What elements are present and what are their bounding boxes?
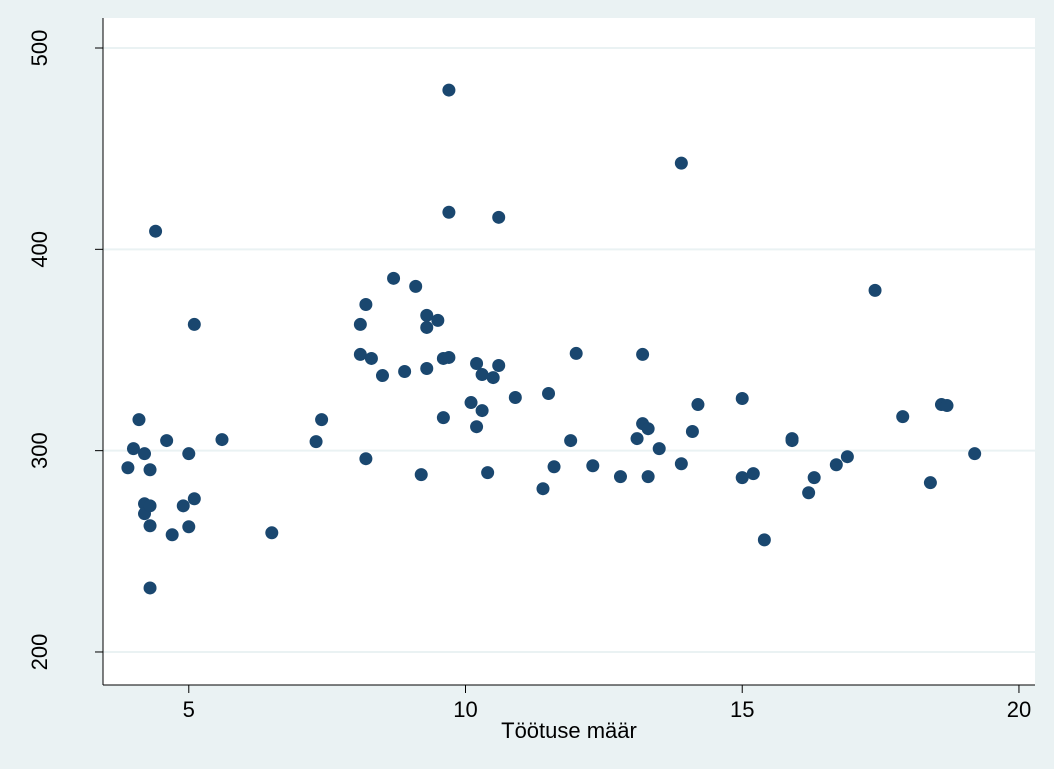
point xyxy=(353,317,367,331)
point xyxy=(187,492,201,506)
point xyxy=(569,346,583,360)
point xyxy=(586,459,600,473)
point xyxy=(757,533,771,547)
y-tick-label: 400 xyxy=(27,231,52,268)
point xyxy=(613,470,627,484)
point xyxy=(829,458,843,472)
point xyxy=(542,386,556,400)
point xyxy=(265,526,279,540)
point xyxy=(143,463,157,477)
point xyxy=(187,317,201,331)
point xyxy=(442,83,456,97)
point xyxy=(364,351,378,365)
point xyxy=(475,368,489,382)
point xyxy=(486,371,500,385)
x-tick-label: 20 xyxy=(1007,697,1031,722)
y-tick-label: 200 xyxy=(27,634,52,671)
point xyxy=(431,313,445,327)
point xyxy=(840,450,854,464)
point xyxy=(691,398,705,412)
point xyxy=(309,435,323,449)
x-tick-label: 5 xyxy=(183,697,195,722)
point xyxy=(387,271,401,285)
point xyxy=(176,499,190,513)
point xyxy=(492,210,506,224)
point xyxy=(564,434,578,448)
point xyxy=(785,434,799,448)
point xyxy=(896,410,910,424)
point xyxy=(436,411,450,425)
point xyxy=(215,433,229,447)
point xyxy=(420,308,434,322)
point xyxy=(674,156,688,170)
point xyxy=(143,581,157,595)
x-axis-label: Töötuse määr xyxy=(501,718,637,743)
point xyxy=(353,347,367,361)
point xyxy=(492,358,506,372)
y-tick-label: 500 xyxy=(27,30,52,67)
point xyxy=(968,447,982,461)
point xyxy=(182,520,196,534)
point xyxy=(143,519,157,533)
point xyxy=(121,461,135,475)
point xyxy=(470,420,484,434)
point xyxy=(143,499,157,513)
point xyxy=(475,404,489,418)
point xyxy=(802,486,816,500)
point xyxy=(547,460,561,474)
point xyxy=(735,471,749,485)
point xyxy=(470,356,484,370)
point xyxy=(132,413,146,427)
point xyxy=(375,369,389,383)
point xyxy=(182,447,196,461)
point xyxy=(630,432,644,446)
point xyxy=(420,320,434,334)
point xyxy=(940,399,954,413)
point xyxy=(414,468,428,482)
point xyxy=(359,452,373,466)
x-tick-label: 10 xyxy=(453,697,477,722)
point xyxy=(420,362,434,376)
point xyxy=(674,457,688,471)
point xyxy=(165,528,179,542)
point xyxy=(442,350,456,364)
point xyxy=(398,365,412,379)
point xyxy=(138,447,152,461)
point xyxy=(536,482,550,496)
point xyxy=(315,413,329,427)
point xyxy=(126,442,140,456)
point xyxy=(652,442,666,456)
point xyxy=(464,396,478,410)
point xyxy=(685,425,699,439)
point xyxy=(508,391,522,405)
x-tick-label: 15 xyxy=(730,697,754,722)
point xyxy=(807,471,821,485)
y-tick-label: 300 xyxy=(27,432,52,469)
point xyxy=(160,434,174,448)
point xyxy=(409,279,423,293)
point xyxy=(636,347,650,361)
point xyxy=(746,467,760,481)
point xyxy=(149,224,163,238)
point xyxy=(641,422,655,436)
point xyxy=(481,466,495,480)
point xyxy=(359,297,373,311)
point xyxy=(923,476,937,490)
point xyxy=(442,205,456,219)
point xyxy=(868,283,882,297)
point xyxy=(735,392,749,406)
point xyxy=(641,470,655,484)
plot-area xyxy=(103,18,1035,685)
